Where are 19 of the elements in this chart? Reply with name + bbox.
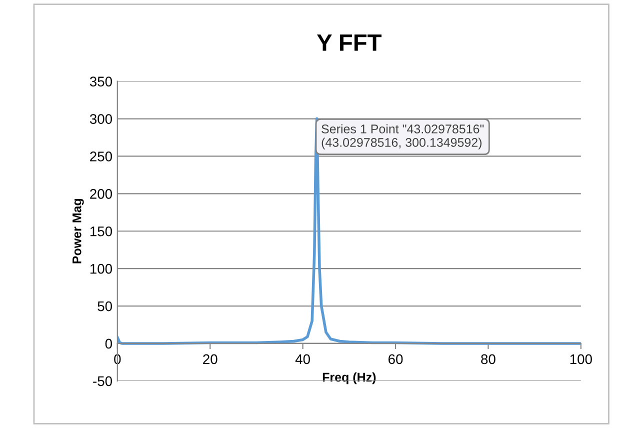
y-tick-label: 50 [98, 301, 112, 312]
x-tick-label: 20 [203, 354, 218, 364]
y-axis-title: Power Mag [72, 198, 84, 264]
x-tick-label: 0 [114, 354, 121, 364]
x-tick-label: 60 [388, 354, 403, 364]
y-tick-label: 200 [90, 189, 112, 199]
chart-title: Y FFT [316, 34, 382, 51]
y-tick-label: -50 [93, 376, 112, 386]
x-tick-label: 100 [570, 354, 592, 364]
y-tick-label: 150 [90, 226, 112, 236]
y-tick-label: 300 [90, 114, 112, 124]
y-tick-label: 0 [105, 338, 112, 349]
y-tick-label: 100 [90, 264, 112, 274]
y-tick-label: 350 [90, 76, 112, 86]
y-tick-label: 250 [90, 152, 112, 162]
annotation: Series 1 Point "43.02978516" (43.02978516, 300.1349592) [322, 124, 484, 150]
x-tick-label: 80 [481, 354, 496, 364]
x-axis-title: Freq (Hz) [322, 372, 376, 384]
x-tick-label: 40 [295, 354, 310, 364]
